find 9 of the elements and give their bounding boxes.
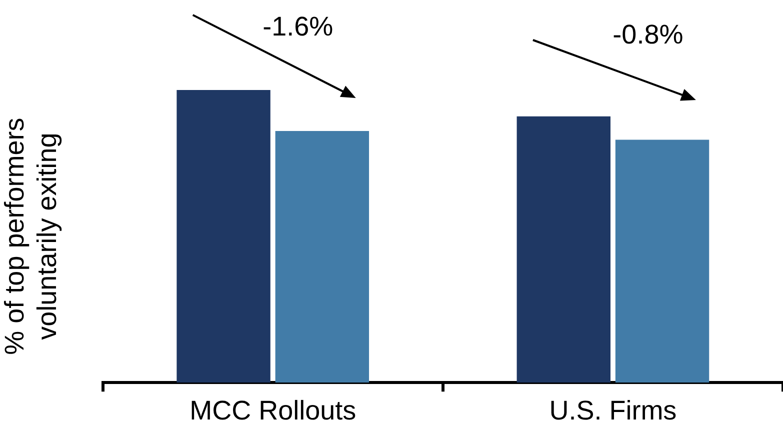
bar	[176, 90, 270, 383]
text: -1.6%	[262, 11, 334, 42]
text: -0.8%	[612, 19, 684, 50]
x-tick-label: MCC Rollouts	[190, 395, 356, 426]
bar	[615, 140, 710, 383]
bar	[275, 130, 370, 383]
bar	[516, 116, 610, 383]
x-tick-label: U.S. Firms	[549, 395, 677, 426]
y-axis-title: % of top performers voluntarily exiting	[0, 118, 62, 355]
